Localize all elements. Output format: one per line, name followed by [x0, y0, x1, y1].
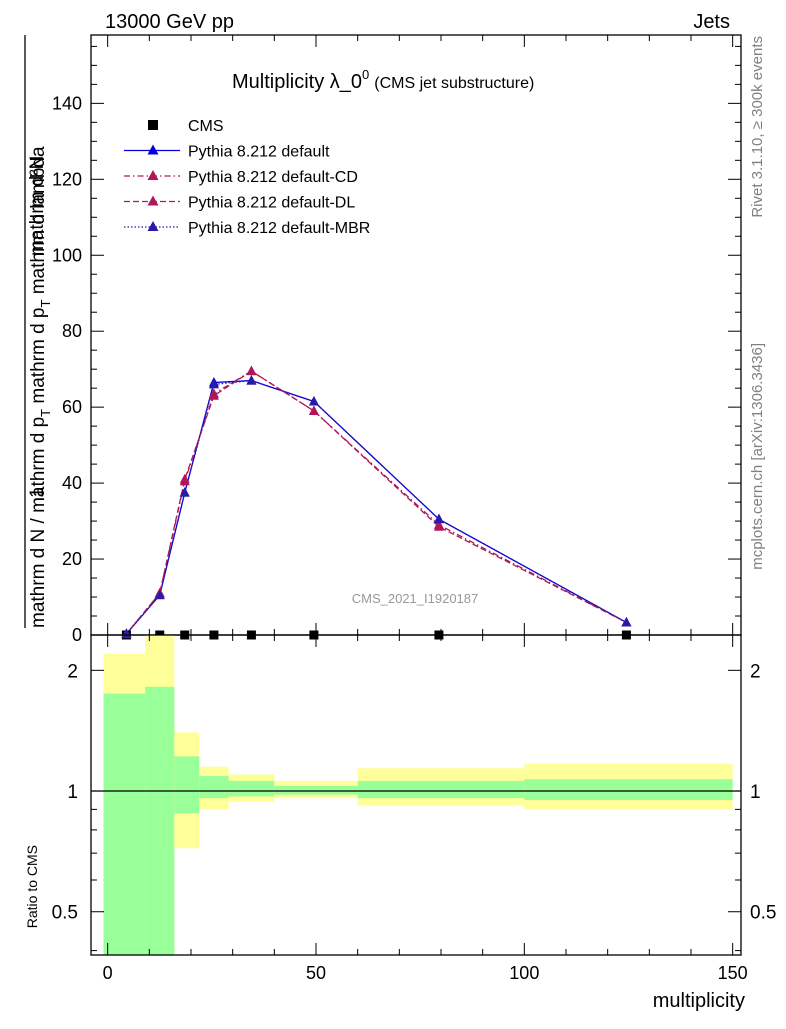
data-point-4 [308, 395, 319, 406]
legend-marker [147, 221, 159, 231]
data-point-4 [179, 487, 190, 497]
ratio-tick-label-right: 0.5 [750, 903, 776, 924]
y-tick-label: 60 [62, 397, 82, 417]
ratio-frame [90, 634, 742, 956]
y-tick-label: 0 [72, 625, 82, 645]
ratio-band-inner [524, 779, 733, 800]
data-point-3 [179, 473, 190, 484]
y-label-denominator: mathrm d N / mathrm d pT mathrm d pT mat… [28, 146, 53, 628]
legend: CMS Pythia 8.212 default Pythia 8.212 defa… [124, 118, 370, 237]
y-tick-label: 140 [52, 93, 82, 113]
ratio-tick-label-right: 2 [750, 661, 761, 682]
header-right: Jets [693, 11, 730, 33]
ratio-band-inner [274, 785, 358, 795]
x-tick-label: 100 [509, 963, 539, 983]
header-left: 13000 GeV pp [105, 11, 234, 33]
legend-marker [147, 195, 159, 206]
legend-label: CMS [188, 118, 224, 135]
legend-label: Pythia 8.212 default-DL [188, 195, 355, 212]
legend-marker [147, 170, 159, 180]
y-tick-label: 100 [52, 245, 82, 265]
ratio-plot-area [90, 634, 742, 956]
watermark: CMS_2021_I1920187 [352, 591, 479, 606]
chart-title-main: Multiplicity λ_0 [232, 71, 362, 93]
legend-label: Pythia 8.212 default-CD [188, 169, 358, 186]
legend-marker [148, 120, 158, 130]
x-tick-label: 0 [103, 963, 113, 983]
y-tick-label: 40 [62, 473, 82, 493]
data-point-4 [154, 589, 165, 600]
data-point-3 [308, 405, 319, 415]
ratio-tick-label: 0.5 [52, 903, 78, 924]
y-label-numerator-tail: mathrm d²N [27, 156, 48, 256]
y-tick-label: 80 [62, 321, 82, 341]
data-point-4 [621, 616, 632, 627]
chart-title-sup: 0 [362, 67, 369, 82]
data-point-3 [208, 390, 219, 400]
data-point-3 [433, 521, 444, 531]
main-series [121, 365, 632, 640]
chart-title: Multiplicity λ_00 (CMS jet substructure) [232, 67, 534, 93]
data-point-4 [208, 378, 219, 389]
ratio-band-inner [228, 780, 275, 797]
ratio-tick-label-right: 1 [750, 782, 761, 803]
ratio-band-inner [174, 756, 200, 814]
series-line-3 [125, 370, 627, 635]
y-axis-label: 1 mathrm d²N mathrm d N / mathrm d pT ma… [24, 35, 53, 628]
series-line-4 [125, 379, 627, 635]
x-tick-label: 50 [306, 963, 326, 983]
series-line-2 [125, 370, 627, 635]
ratio-band-inner [357, 780, 525, 799]
x-axis-label: multiplicity [653, 990, 745, 1012]
chart-title-sub: (CMS jet substructure) [374, 75, 534, 92]
legend-label: Pythia 8.212 default [188, 144, 330, 161]
legend-label: Pythia 8.212 default-MBR [188, 220, 370, 237]
ratio-axis-ticks: 0 50 100 150 0.5 0.5 1 1 2 2 [52, 635, 776, 983]
ratio-tick-label: 2 [67, 661, 78, 682]
ratio-band-inner [145, 686, 175, 955]
side-text-bottom: mcplots.cern.ch [arXiv:1306.3436] [749, 343, 766, 570]
main-axis-ticks: 0 20 40 60 80 100 120 140 [52, 35, 741, 645]
y-tick-label: 120 [52, 169, 82, 189]
side-text-top: Rivet 3.1.10, ≥ 300k events [749, 36, 766, 218]
x-tick-label: 150 [718, 963, 748, 983]
data-point-3 [246, 365, 257, 376]
data-point-4 [246, 375, 257, 385]
ratio-tick-label: 1 [67, 782, 78, 803]
ratio-bands [103, 635, 733, 955]
y-label-one: 1 [27, 487, 48, 498]
ratio-y-label: Ratio to CMS [24, 845, 40, 928]
y-tick-label: 20 [62, 549, 82, 569]
data-point-4 [433, 513, 444, 524]
ratio-band-inner [199, 776, 229, 799]
ratio-band-inner [103, 693, 146, 955]
y-label-numerator: 1 [27, 487, 48, 498]
legend-marker [147, 144, 159, 155]
